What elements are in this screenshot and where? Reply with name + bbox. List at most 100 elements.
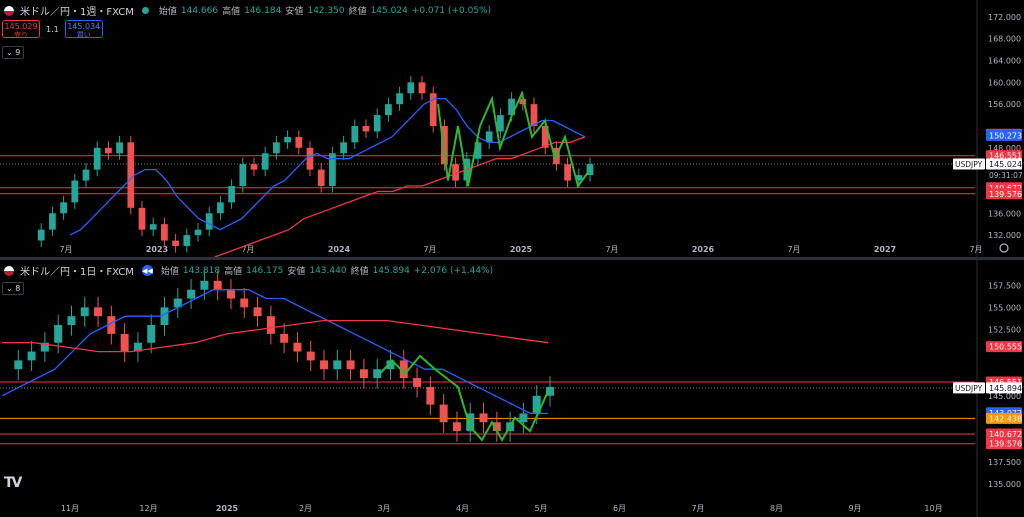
candle-body bbox=[173, 298, 182, 308]
symbol-title[interactable]: 米ドル／円・1週・FXCM bbox=[20, 7, 134, 18]
candle-body bbox=[228, 186, 235, 203]
candle-body bbox=[273, 142, 280, 154]
time-axis-label: 7月 bbox=[59, 245, 72, 254]
candle-body bbox=[205, 213, 213, 230]
symbol-tag-label: USDJPY bbox=[955, 384, 983, 393]
candle-body bbox=[492, 422, 501, 432]
candle-body bbox=[546, 386, 554, 396]
price-tag-label: 145.024 bbox=[989, 160, 1022, 169]
high-value: 146.184 bbox=[244, 5, 282, 16]
candle-body bbox=[183, 235, 191, 246]
close-value: 145.894 bbox=[372, 265, 410, 276]
countdown-label: 09:31:07 bbox=[989, 171, 1023, 180]
time-axis-label: 9月 bbox=[848, 504, 861, 513]
pane-separator[interactable] bbox=[0, 257, 1024, 260]
sell-button[interactable]: 145.029 売り bbox=[2, 20, 40, 39]
price-tick-label: 136.000 bbox=[988, 209, 1021, 218]
candle-body bbox=[82, 169, 90, 181]
trade-buttons: 145.029 売り 1.1 145.034 買い bbox=[2, 20, 103, 39]
candle-body bbox=[40, 342, 49, 352]
indicators-toggle-button[interactable]: ⌄ 8 bbox=[2, 282, 25, 295]
low-value: 142.350 bbox=[307, 5, 345, 16]
time-axis-label: 7月 bbox=[969, 245, 982, 254]
symbol-title[interactable]: 米ドル／円・1日・FXCM bbox=[20, 267, 134, 278]
usd-flag-icon bbox=[4, 5, 14, 16]
symbol-tag bbox=[953, 382, 985, 394]
candle-body bbox=[284, 136, 291, 143]
candle-body bbox=[239, 164, 247, 186]
weekly-legend: 米ドル／円・1週・FXCM 始値 144.666 高値 146.184 安値 142.… bbox=[4, 3, 491, 18]
time-axis-label: 2024 bbox=[328, 245, 351, 254]
price-tag bbox=[986, 158, 1022, 170]
candle-body bbox=[474, 142, 482, 159]
candle-body bbox=[306, 147, 314, 170]
buy-button[interactable]: 145.034 買い bbox=[64, 20, 103, 39]
candle-body bbox=[105, 147, 112, 154]
price-tick-label: 155.000 bbox=[988, 303, 1021, 312]
market-status-icon bbox=[141, 7, 149, 14]
candle-body bbox=[396, 93, 403, 105]
tradingview-logo[interactable]: TV bbox=[4, 475, 22, 491]
spread-value: 1.1 bbox=[46, 24, 59, 34]
candle-body bbox=[266, 316, 275, 334]
price-tick-label: 164.000 bbox=[988, 57, 1021, 66]
time-axis-label: 12月 bbox=[139, 504, 157, 513]
weekly-chart-pane[interactable]: 172.000 168.000 164.000 160.000 156.000 148.0… bbox=[0, 0, 1024, 258]
price-tick-label: 137.500 bbox=[988, 458, 1021, 467]
candle-body bbox=[250, 164, 258, 170]
indicators-toggle-button[interactable]: ⌄ 9 bbox=[2, 46, 25, 59]
daily-legend: 米ドル／円・1日・FXCM ◀◀ 始値 143.818 高値 146.175 安値 1… bbox=[4, 263, 493, 278]
daily-chart-pane[interactable]: 157.500 155.000 152.500 145.000 137.500 135.0… bbox=[0, 260, 1024, 517]
daily-chart-canvas[interactable]: 157.500 155.000 152.500 145.000 137.500 135.0… bbox=[0, 260, 1024, 517]
candle-body bbox=[127, 142, 135, 208]
time-axis-label: 2023 bbox=[146, 245, 168, 254]
sync-rewind-icon[interactable]: ◀◀ bbox=[141, 265, 153, 276]
price-tag bbox=[986, 428, 1022, 440]
candle-body bbox=[133, 342, 142, 352]
candle-body bbox=[386, 360, 395, 370]
candle-body bbox=[200, 280, 209, 290]
candle-body bbox=[317, 169, 325, 186]
candle-body bbox=[160, 307, 169, 326]
high-value: 146.175 bbox=[246, 265, 284, 276]
candle-body bbox=[161, 224, 168, 241]
price-tag-label: 139.576 bbox=[989, 190, 1022, 199]
candle-body bbox=[426, 386, 435, 405]
close-label: 終値 bbox=[348, 7, 367, 17]
pattern-drawing bbox=[379, 354, 549, 442]
time-axis-label: 10月 bbox=[924, 504, 942, 513]
time-axis-label: 8月 bbox=[770, 504, 783, 513]
candle-body bbox=[362, 126, 370, 132]
candle-body bbox=[385, 104, 392, 116]
price-tag-label: 139.576 bbox=[989, 440, 1022, 449]
time-axis-label: 7月 bbox=[241, 245, 254, 254]
change-value: +2.076 (+1.44%) bbox=[413, 265, 494, 276]
candle-body bbox=[519, 413, 528, 423]
price-tick-label: 157.500 bbox=[988, 281, 1021, 290]
price-tag-label: 150.273 bbox=[989, 131, 1022, 140]
high-label: 高値 bbox=[222, 7, 241, 17]
candle-body bbox=[120, 333, 129, 352]
candle-body bbox=[80, 307, 89, 317]
candle-body bbox=[295, 136, 303, 148]
candle-body bbox=[107, 316, 116, 334]
time-axis-label: 2月 bbox=[299, 504, 312, 513]
candle-body bbox=[452, 164, 459, 181]
candle-body bbox=[138, 207, 146, 230]
candle-body bbox=[147, 325, 156, 343]
candle-body bbox=[172, 240, 179, 246]
open-value: 143.818 bbox=[182, 265, 221, 276]
candle-body bbox=[226, 289, 235, 299]
candle-body bbox=[194, 229, 202, 236]
candle-body bbox=[519, 98, 527, 105]
sell-label: 売り bbox=[14, 31, 28, 39]
price-tag-label: 140.672 bbox=[989, 430, 1022, 439]
candle-body bbox=[49, 213, 56, 230]
weekly-chart-canvas[interactable]: 172.000 168.000 164.000 160.000 156.000 148.0… bbox=[0, 0, 1024, 258]
time-axis-label: 11月 bbox=[61, 504, 79, 513]
symbol-tag-label: USDJPY bbox=[955, 160, 983, 169]
settings-icon[interactable] bbox=[999, 243, 1009, 253]
price-tick-label: 145.000 bbox=[988, 392, 1021, 401]
open-label: 始値 bbox=[158, 7, 177, 17]
candle-body bbox=[373, 115, 381, 132]
